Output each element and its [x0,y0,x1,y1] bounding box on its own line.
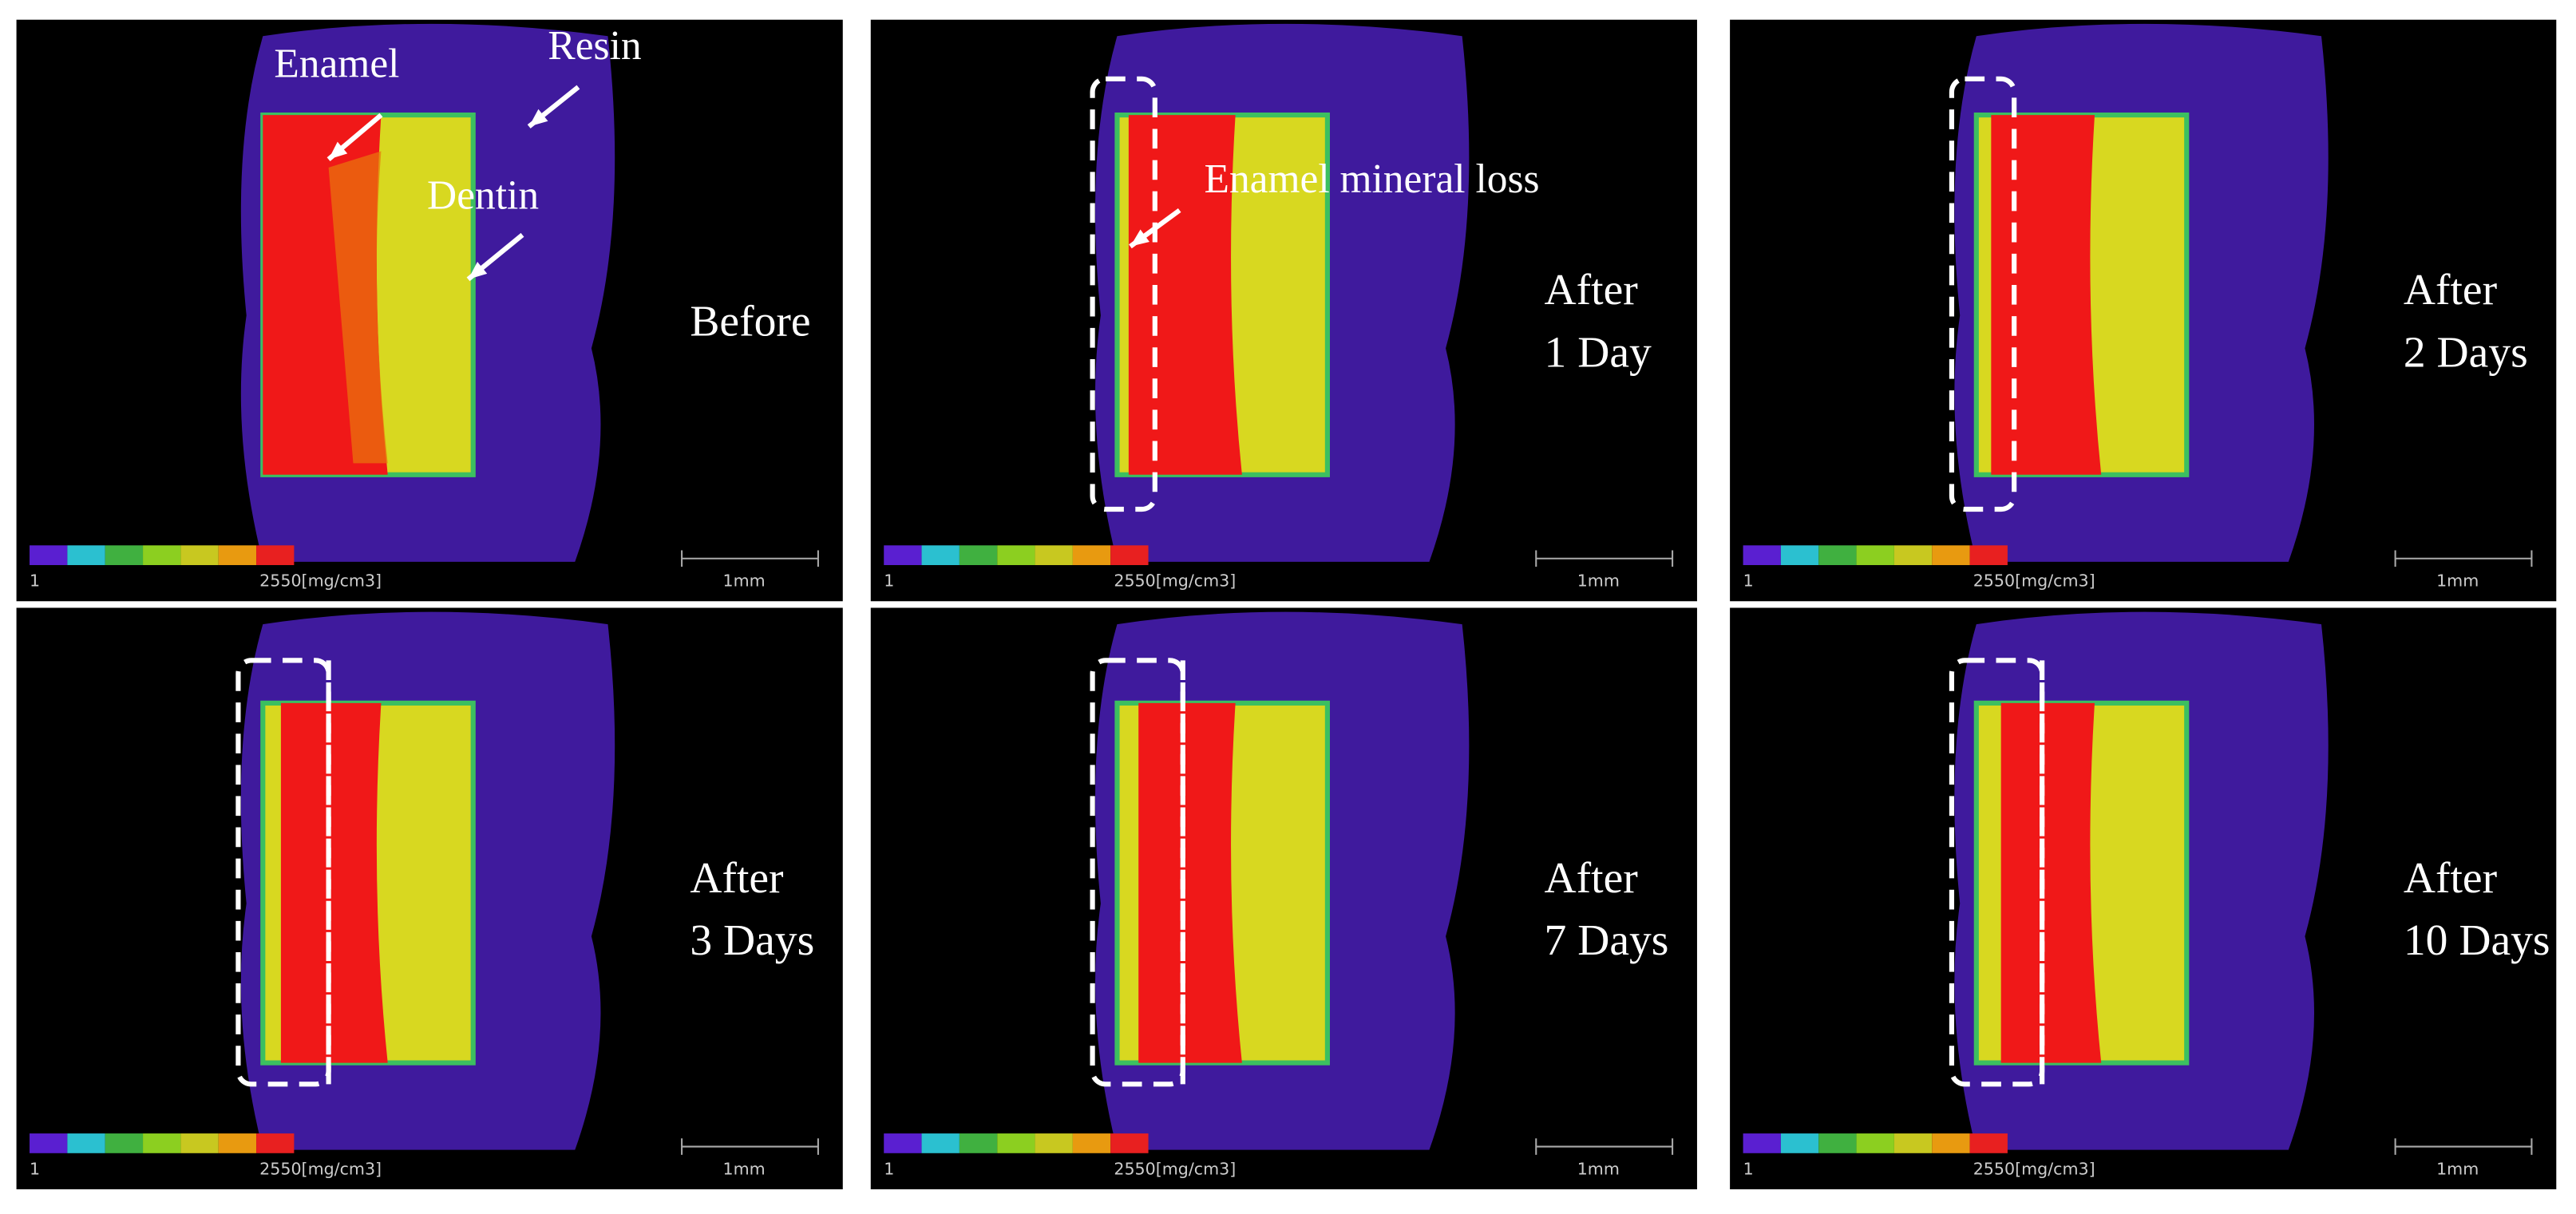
enamel [2000,702,2102,1063]
colorbar-swatch [67,1133,105,1153]
colorbar-swatch [1856,545,1894,565]
arrow-head [1130,229,1150,247]
panel: Before Enamel Resin Dentin 1 2550[mg/cm3] 1mm [16,19,843,602]
colorbar-swatch [997,1133,1035,1153]
colorbar-min: 1 [1743,1160,1754,1179]
enamel [280,702,388,1063]
arrow-head [328,141,348,160]
panel-label: Before [690,296,810,346]
colorbar-swatch [1072,1133,1111,1153]
colorbar-min: 1 [30,1160,40,1179]
highlight-box [235,658,331,1087]
colorbar-swatch [1932,1133,1970,1153]
colorbar-swatch [30,1133,68,1153]
colorbar-swatch [105,1133,144,1153]
colorbar-swatch [959,1133,998,1153]
enamel [1991,115,2102,475]
colorbar-min: 1 [884,1160,894,1179]
panel-label: After [1545,265,1639,314]
colorbar-swatch [1969,545,2008,565]
colorbar-swatch [1818,1133,1857,1153]
colorbar-swatch [67,545,105,565]
scale-bar-label: 1mm [1577,571,1620,591]
colorbar-swatch [256,1133,295,1153]
scale-bar-label: 1mm [1577,1160,1620,1179]
colorbar-swatch [921,545,960,565]
highlight-box [1949,76,2017,512]
colorbar-swatch [180,1133,219,1153]
colorbar-max: 2550[mg/cm3] [1973,1160,2095,1179]
scale-bar-label: 1mm [723,571,766,591]
colorbar-max: 2550[mg/cm3] [259,1160,382,1179]
panel: After 1 Day Enamel mineral loss 1 2550[mg/cm… [870,19,1697,602]
panel-label: 3 Days [690,915,814,965]
colorbar-min: 1 [1743,571,1754,591]
colorbar-swatch [1818,545,1857,565]
colorbar-swatch [1932,545,1970,565]
colorbar-max: 2550[mg/cm3] [1114,1160,1236,1179]
colorbar-swatch [921,1133,960,1153]
panel: After 2 Days 1 2550[mg/cm3] 1mm [1730,19,2557,602]
arrow-head [468,262,488,279]
colorbar-swatch [1969,1133,2008,1153]
colorbar-swatch [884,1133,922,1153]
panel-label: After [1545,853,1639,903]
colorbar-max: 2550[mg/cm3] [1973,571,2095,591]
panel-label: 1 Day [1545,327,1652,377]
colorbar-swatch [105,545,144,565]
panel-label: After [2404,853,2498,903]
scale-bar-label: 1mm [2436,571,2479,591]
colorbar-swatch [1893,1133,1933,1153]
colorbar-swatch [1780,1133,1819,1153]
highlight-box [1949,658,2045,1087]
colorbar-min: 1 [30,571,40,591]
annotation: Resin [548,23,641,69]
colorbar-swatch [1110,1133,1149,1153]
panel: After 7 Days 1 2550[mg/cm3] 1mm [870,607,1697,1190]
scale-bar-label: 1mm [723,1160,766,1179]
panel-label: 10 Days [2404,915,2550,965]
panel-label: 7 Days [1545,915,1669,965]
colorbar-swatch [1072,545,1111,565]
colorbar-swatch [884,545,922,565]
highlight-box [1090,76,1157,512]
colorbar-swatch [1893,545,1933,565]
colorbar-swatch [997,545,1035,565]
colorbar-swatch [256,545,295,565]
annotation: Enamel mineral loss [1205,156,1540,202]
colorbar-swatch [1743,545,1781,565]
annotation: Dentin [427,172,539,218]
colorbar-swatch [1743,1133,1781,1153]
colorbar-swatch [143,545,181,565]
colorbar-max: 2550[mg/cm3] [259,571,382,591]
colorbar-swatch [30,545,68,565]
colorbar-swatch [1780,545,1819,565]
panel-label: 2 Days [2404,327,2528,377]
colorbar-swatch [218,545,257,565]
panel-label: After [690,853,784,903]
panel: After 3 Days 1 2550[mg/cm3] 1mm [16,607,843,1190]
arrow-head [528,109,548,127]
colorbar-min: 1 [884,571,894,591]
colorbar-swatch [1110,545,1149,565]
colorbar-swatch [1035,545,1073,565]
scale-bar-label: 1mm [2436,1160,2479,1179]
colorbar-max: 2550[mg/cm3] [1114,571,1236,591]
panel: After 10 Days 1 2550[mg/cm3] 1mm [1730,607,2557,1190]
annotation: Enamel [274,42,399,87]
colorbar-swatch [1856,1133,1894,1153]
enamel-orange [328,151,388,464]
highlight-box [1090,658,1185,1087]
colorbar-swatch [143,1133,181,1153]
colorbar-swatch [1035,1133,1073,1153]
colorbar-swatch [959,545,998,565]
colorbar-swatch [218,1133,257,1153]
panel-label: After [2404,265,2498,314]
enamel [1138,702,1242,1063]
colorbar-swatch [180,545,219,565]
